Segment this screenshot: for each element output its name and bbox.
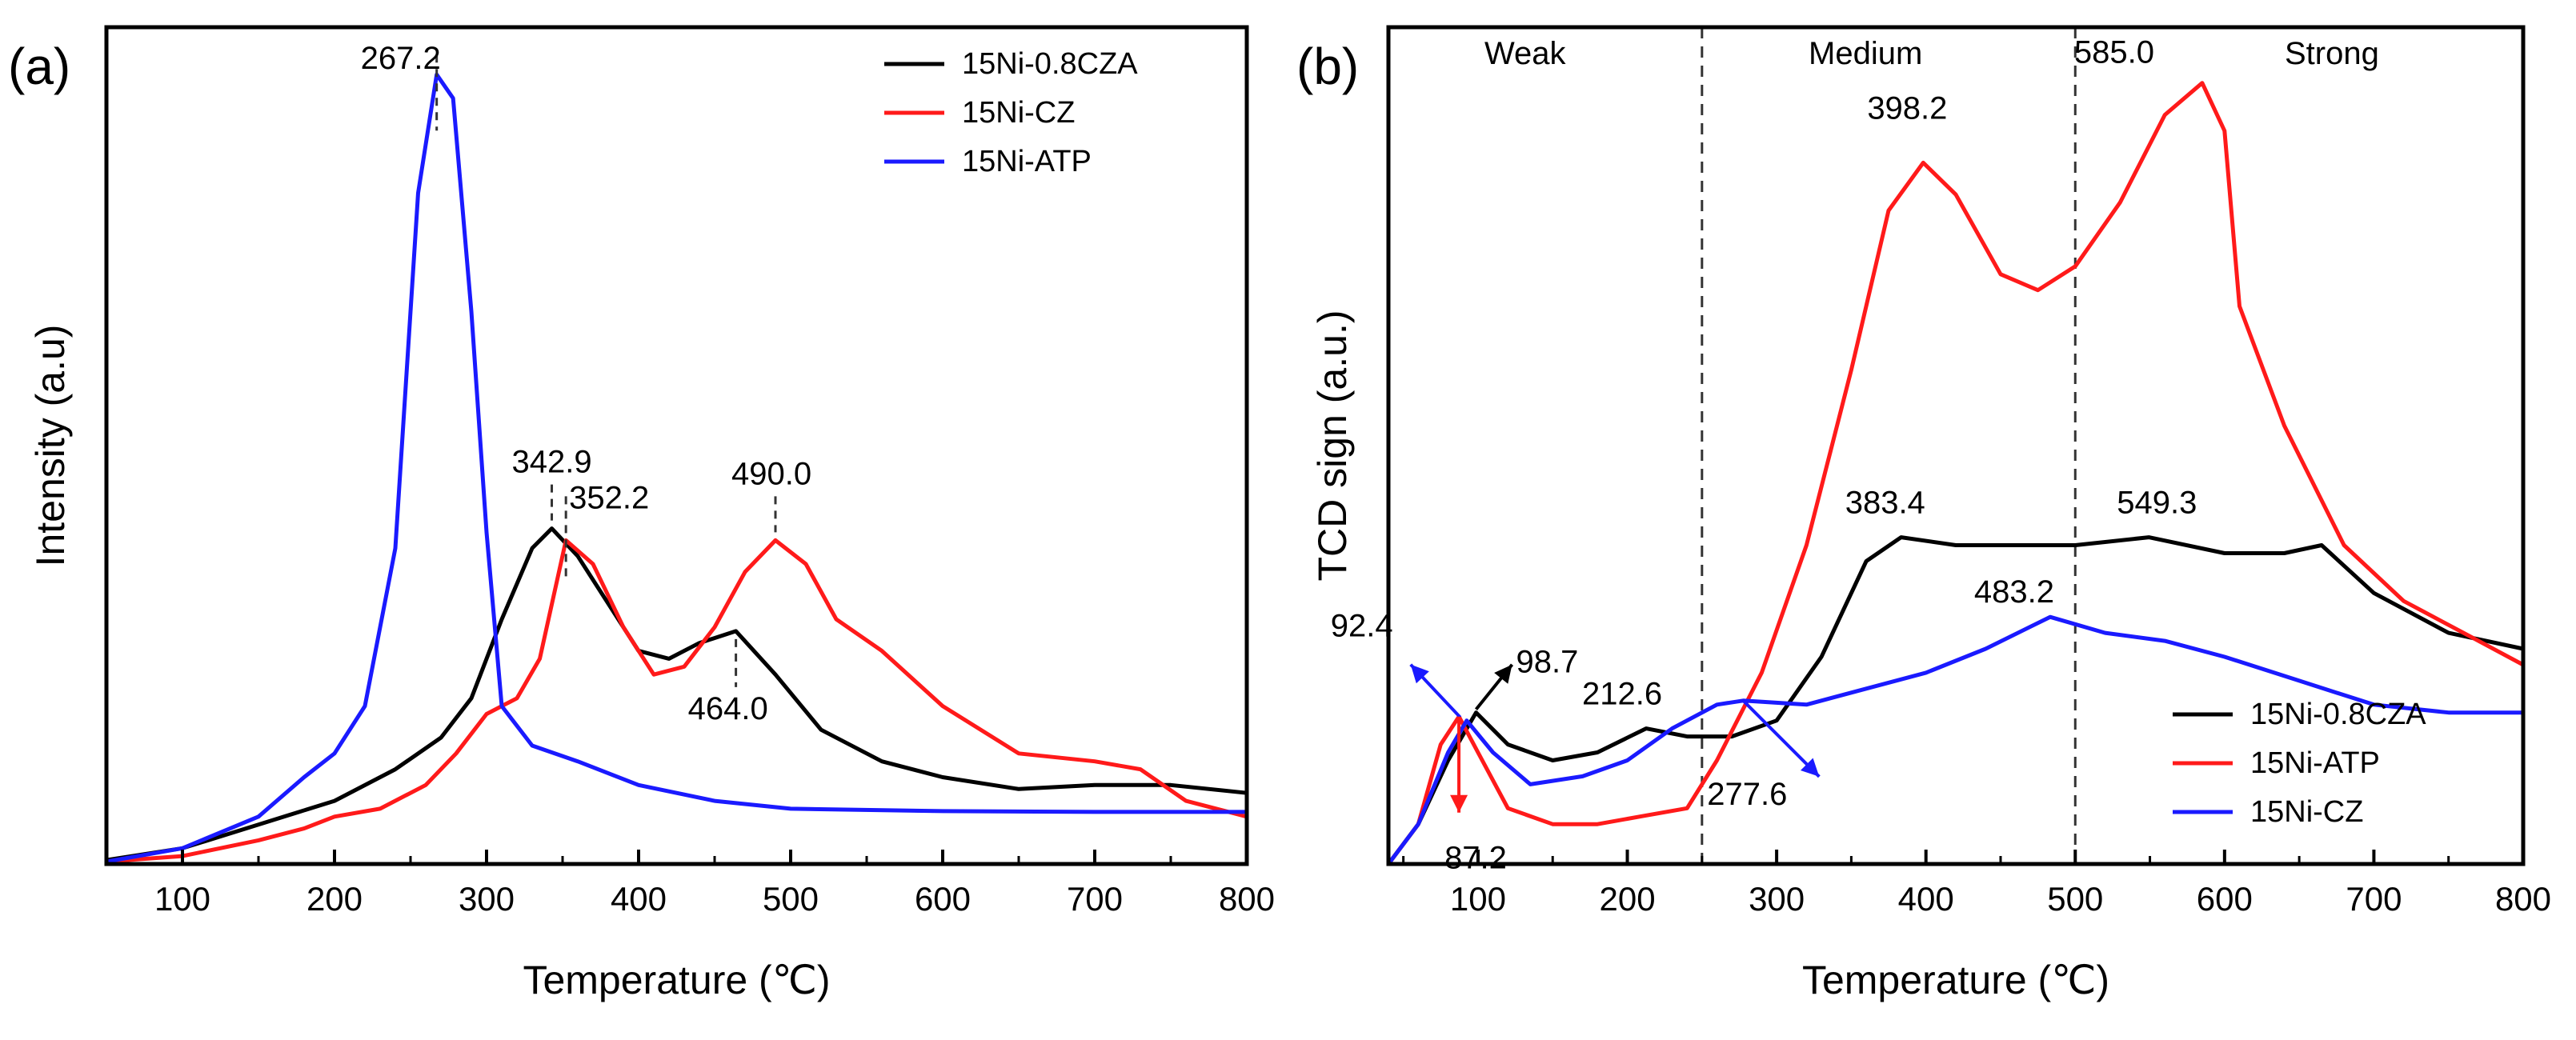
peak-annotation: 352.2	[569, 480, 649, 515]
x-tick-label: 700	[1067, 880, 1123, 918]
annotation-arrowhead	[1410, 664, 1429, 684]
annotation-arrowhead	[1494, 664, 1512, 684]
peak-annotation: 277.6	[1707, 777, 1787, 812]
x-axis-title: Temperature (℃)	[1802, 958, 2109, 1002]
plot-frame	[1386, 25, 2526, 866]
x-tick-label: 800	[1219, 880, 1275, 918]
series-line-15ni-atp	[104, 72, 1249, 864]
y-axis-title: Intensity (a.u)	[28, 325, 73, 567]
peak-annotation: 92.4	[1331, 609, 1393, 644]
annotation-arrowhead	[1450, 794, 1468, 813]
peak-annotation: 464.0	[688, 691, 768, 726]
x-tick-label: 500	[2047, 880, 2103, 918]
y-axis-title: TCD sign (a.u.)	[1310, 310, 1355, 582]
series-line-15ni-cz	[1386, 614, 2526, 866]
peak-annotation: 383.4	[1845, 486, 1925, 521]
legend-entry: 15Ni-ATP	[2250, 746, 2380, 780]
peak-annotation: 585.0	[2074, 35, 2154, 70]
legend-entry: 15Ni-CZ	[962, 96, 1075, 130]
series-line-15ni-0-8cza	[1386, 535, 2526, 866]
annotation-arrow	[1741, 699, 1821, 778]
x-tick-label: 200	[1599, 880, 1655, 918]
series-line-15ni-atp	[1386, 81, 2526, 866]
series-line-15ni-cz	[104, 538, 1249, 864]
x-tick-label: 800	[2495, 880, 2551, 918]
region-label-strong: Strong	[2285, 36, 2379, 71]
legend-entry: 15Ni-CZ	[2250, 795, 2363, 829]
annotation-arrowhead	[1800, 758, 1820, 777]
legend-entry: 15Ni-0.8CZA	[962, 47, 1138, 81]
x-tick-label: 400	[1898, 880, 1954, 918]
peak-annotation: 212.6	[1582, 677, 1662, 712]
x-tick-label: 600	[915, 880, 971, 918]
peak-annotation: 98.7	[1516, 645, 1579, 680]
x-tick-label: 200	[306, 880, 363, 918]
peak-annotation: 490.0	[731, 456, 811, 491]
x-tick-label: 100	[154, 880, 210, 918]
legend-entry: 15Ni-ATP	[962, 145, 1092, 178]
peak-annotation: 87.2	[1444, 841, 1507, 876]
region-label-medium: Medium	[1809, 36, 1922, 71]
x-tick-label: 700	[2346, 880, 2402, 918]
region-label-weak: Weak	[1484, 36, 1567, 71]
x-tick-label: 500	[763, 880, 819, 918]
x-tick-label: 400	[611, 880, 667, 918]
x-axis-title: Temperature (℃)	[523, 958, 830, 1002]
peak-annotation: 398.2	[1867, 90, 1947, 126]
x-tick-label: 300	[459, 880, 515, 918]
x-tick-label: 100	[1450, 880, 1506, 918]
panel-label: (b)	[1296, 38, 1359, 95]
peak-annotation: 483.2	[1974, 574, 2054, 610]
panel-b: Weak Medium Strong 100 200 300 400 500 600 700 800…	[1296, 25, 2551, 1002]
panel-label: (a)	[8, 38, 70, 95]
legend-entry: 15Ni-0.8CZA	[2250, 698, 2426, 731]
panel-a: 100 200 300 400 500 600 700 800 Temperature (℃) I…	[8, 25, 1275, 1002]
plot-frame	[104, 25, 1249, 866]
x-tick-label: 300	[1749, 880, 1805, 918]
peak-annotation: 549.3	[2117, 486, 2197, 521]
peak-annotation: 342.9	[512, 445, 592, 480]
x-tick-label: 600	[2197, 880, 2253, 918]
peak-annotation: 267.2	[361, 41, 441, 76]
